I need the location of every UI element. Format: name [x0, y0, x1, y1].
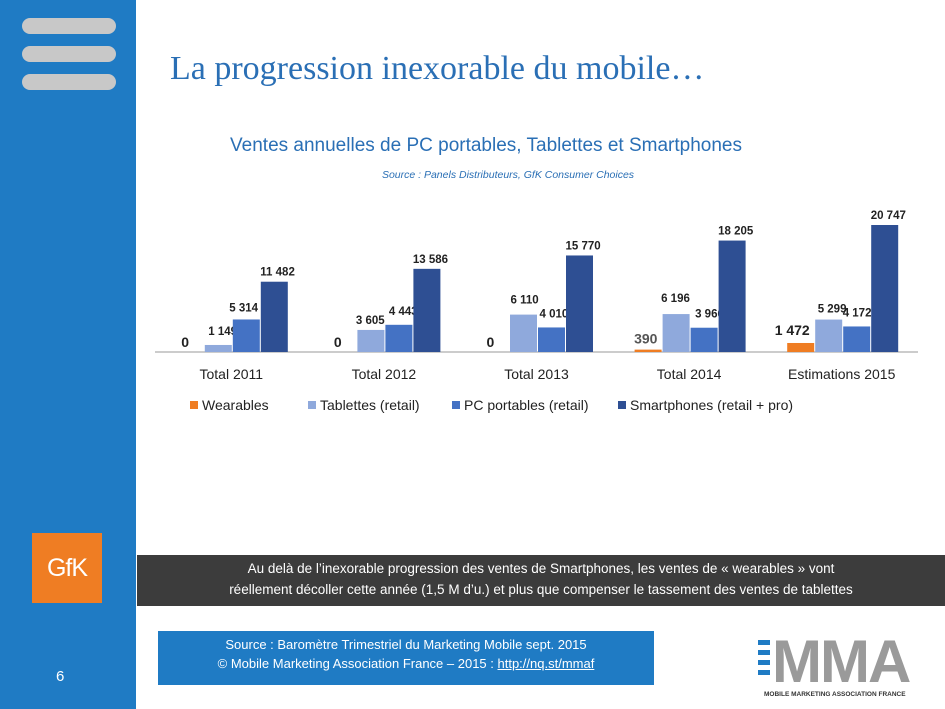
bar-1-3	[413, 268, 441, 352]
bar-2-2	[538, 327, 565, 352]
mma-logo-text: MMA	[772, 628, 910, 695]
bar-3-0	[634, 349, 662, 352]
gfk-logo-text: GfK	[46, 553, 88, 582]
data-label: 5 314	[229, 302, 258, 314]
source-line-2: © Mobile Marketing Association France – …	[158, 654, 654, 673]
source-link[interactable]: http://nq.st/mmaf	[497, 656, 595, 671]
data-label: 5 299	[818, 304, 847, 316]
bar-1-1	[357, 329, 385, 352]
data-label: 0	[181, 334, 189, 350]
data-label: 0	[487, 334, 495, 350]
bar-4-0	[787, 342, 815, 352]
bar-2-3	[566, 255, 593, 352]
bar-0-2	[232, 319, 260, 352]
mma-logo: MMA MOBILE MARKETING ASSOCIATION FRANCE	[758, 628, 912, 698]
data-label: 6 196	[661, 293, 690, 305]
banner-line-1: Au delà de l’inexorable progression des …	[247, 561, 835, 576]
data-label: 3 966	[695, 309, 724, 321]
category-label: Total 2013	[504, 366, 569, 382]
gfk-logo: GfK	[32, 533, 102, 603]
sidebar: GfK 6	[0, 0, 136, 709]
category-label: Total 2012	[352, 366, 417, 382]
bar-3-3	[718, 240, 746, 352]
bar-4-1	[815, 319, 843, 352]
category-label: Total 2014	[657, 366, 722, 382]
slide-title: La progression inexorable du mobile…	[170, 50, 705, 87]
legend-swatch	[618, 401, 626, 409]
banner-line-2: réellement décoller cette année (1,5 M d…	[229, 582, 853, 597]
bar-1-2	[385, 324, 413, 352]
data-label: 4 010	[540, 308, 569, 320]
mma-logo-subtext: MOBILE MARKETING ASSOCIATION FRANCE	[764, 691, 906, 698]
data-label: 1 472	[775, 322, 810, 338]
source-line-1: Source : Baromètre Trimestriel du Market…	[225, 637, 587, 652]
bar-chart: Ventes annuelles de PC portables, Tablet…	[155, 135, 918, 413]
conclusion-banner: Au delà de l’inexorable progression des …	[137, 555, 945, 606]
data-label: 15 770	[566, 240, 601, 252]
bar-4-2	[843, 326, 871, 352]
data-label: 3 605	[356, 315, 385, 327]
data-label: 20 747	[871, 210, 906, 222]
legend-label: Smartphones (retail + pro)	[630, 397, 793, 413]
bar-4-3	[871, 225, 899, 352]
category-label: Estimations 2015	[788, 366, 896, 382]
category-label: Total 2011	[200, 366, 264, 382]
bar-0-3	[260, 281, 288, 352]
menu-bars-icon	[22, 18, 116, 102]
chart-subtitle: Source : Panels Distributeurs, GfK Consu…	[382, 169, 635, 181]
data-label: 11 482	[260, 267, 295, 279]
bar-0-1	[204, 344, 232, 352]
data-label: 0	[334, 334, 342, 350]
data-label: 6 110	[511, 295, 539, 307]
source-line-2-prefix: © Mobile Marketing Association France – …	[217, 656, 498, 671]
data-label: 18 205	[718, 226, 754, 238]
data-label: 390	[634, 331, 658, 347]
chart-title: Ventes annuelles de PC portables, Tablet…	[230, 135, 742, 156]
data-label: 4 443	[389, 306, 418, 318]
bar-3-1	[662, 314, 690, 352]
legend-swatch	[190, 401, 198, 409]
legend-label: PC portables (retail)	[464, 397, 589, 413]
data-label: 1 149	[208, 326, 237, 338]
data-label: 4 172	[843, 307, 872, 319]
page-number: 6	[56, 668, 65, 685]
data-label: 13 586	[413, 254, 448, 266]
bar-2-1	[510, 314, 537, 352]
legend-label: Wearables	[202, 397, 269, 413]
legend-swatch	[452, 401, 460, 409]
bar-3-2	[690, 327, 718, 352]
legend-label: Tablettes (retail)	[320, 397, 420, 413]
source-box: Source : Baromètre Trimestriel du Market…	[158, 631, 654, 685]
legend-swatch	[308, 401, 316, 409]
